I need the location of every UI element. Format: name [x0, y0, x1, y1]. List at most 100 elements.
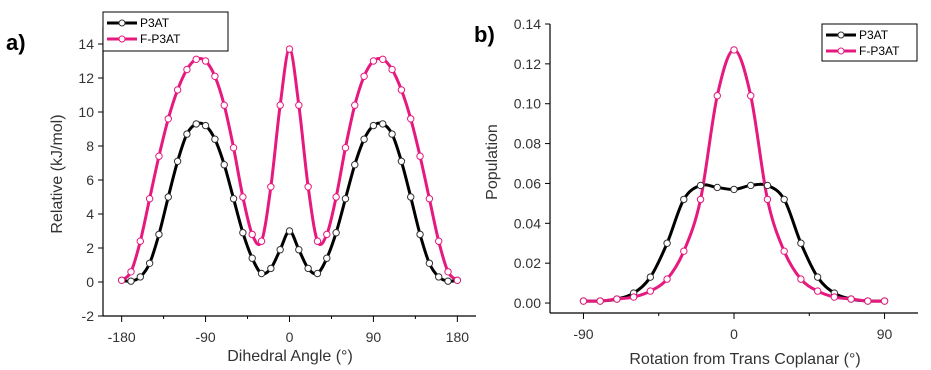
y-tick-label-a: 10 [78, 104, 94, 120]
y-tick-label-a: 12 [78, 70, 94, 86]
data-point-a-f-p3at [351, 101, 359, 109]
legend-a: P3AT F-P3AT [102, 11, 229, 52]
data-point-a-p3at [173, 157, 182, 166]
data-point-b-p3at [813, 273, 822, 281]
series-area-b [579, 46, 889, 305]
series-line-a-f-p3at [120, 47, 459, 282]
data-point-b-f-p3at [730, 46, 738, 54]
y-tick-label-a: 2 [86, 240, 94, 256]
data-point-b-p3at [663, 239, 671, 247]
y-tick-label-a: 14 [78, 36, 94, 52]
data-point-b-f-p3at [747, 92, 755, 100]
data-point-a-p3at [388, 130, 396, 138]
data-point-a-f-p3at [444, 268, 452, 276]
data-point-a-p3at [407, 193, 415, 201]
data-point-a-f-p3at [173, 86, 182, 94]
data-point-a-p3at [295, 246, 303, 254]
panel-label-a: a) [6, 30, 26, 55]
data-point-a-p3at [183, 130, 191, 138]
data-point-b-f-p3at [579, 297, 588, 305]
y-tick-label-b: 0.10 [514, 96, 541, 112]
y-tick-label-b: 0.00 [514, 295, 541, 311]
y-tick-label-b: 0.08 [514, 136, 541, 152]
y-tick-label-b: 0.06 [514, 175, 541, 191]
data-point-a-f-p3at [435, 237, 443, 245]
y-tick-label-a: 8 [86, 138, 94, 154]
data-point-a-p3at [267, 264, 275, 273]
y-tick-label-b: 0.04 [514, 215, 541, 231]
data-point-b-f-p3at [646, 287, 655, 295]
data-point-b-p3at [730, 185, 738, 194]
data-point-a-f-p3at [211, 72, 219, 81]
legend-swatch-marker-b [837, 47, 845, 55]
data-point-a-f-p3at [220, 101, 228, 109]
data-point-b-p3at [780, 195, 788, 204]
data-point-b-f-p3at [864, 297, 872, 305]
legend-box-b [821, 23, 918, 62]
legend-label-a: P3AT [140, 16, 170, 30]
data-point-a-p3at [444, 277, 452, 285]
x-axis-title-a: Dihedral Angle (°) [227, 348, 353, 365]
legend-label-b: F-P3AT [859, 44, 900, 58]
y-tick-label-a: -2 [82, 308, 95, 324]
data-point-a-p3at [379, 120, 387, 128]
data-point-a-p3at [416, 230, 424, 239]
data-point-b-f-p3at [797, 275, 805, 283]
data-point-b-f-p3at [830, 293, 839, 301]
x-tick-label-a: 180 [446, 329, 470, 345]
data-point-b-f-p3at [780, 247, 788, 255]
data-point-b-f-p3at [629, 293, 638, 301]
data-point-a-p3at [239, 229, 247, 237]
y-tick-label-a: 6 [86, 172, 94, 188]
y-tick-label-a: 0 [86, 274, 94, 290]
data-point-a-f-p3at [267, 183, 275, 191]
data-point-a-p3at [248, 254, 256, 262]
data-point-a-p3at [351, 161, 359, 169]
data-point-b-f-p3at [680, 247, 688, 255]
data-point-a-p3at [127, 277, 135, 285]
data-point-a-p3at [323, 254, 331, 262]
data-point-a-f-p3at [229, 144, 238, 152]
data-point-a-p3at [369, 121, 378, 130]
axis-ticks-b: 0.00 0.02 0.04 0.06 0.08 0.10 0.12 0.14 -90 0 90 [514, 16, 893, 342]
data-point-a-f-p3at [201, 57, 210, 65]
data-point-a-f-p3at [416, 152, 424, 160]
y-axis-title-a: Relative (kJ/mol) [49, 114, 66, 233]
data-point-a-f-p3at [313, 237, 322, 245]
data-point-a-f-p3at [323, 230, 331, 239]
axis-ticks-a: -2 0 2 4 6 8 10 12 14 -180 -90 0 90 180 [78, 36, 469, 345]
data-point-a-f-p3at [360, 72, 368, 81]
data-point-a-p3at [220, 161, 228, 169]
legend-b: P3AT F-P3AT [821, 23, 918, 62]
data-point-a-f-p3at [145, 195, 154, 203]
x-tick-label-a: -90 [195, 329, 215, 345]
data-point-a-f-p3at [248, 230, 256, 239]
data-point-a-p3at [397, 157, 406, 166]
data-point-b-f-p3at [763, 195, 772, 204]
data-point-a-f-p3at [127, 268, 135, 276]
data-point-a-f-p3at [285, 45, 294, 53]
data-point-a-f-p3at [295, 101, 303, 109]
plot-area-b [549, 24, 918, 314]
x-tick-label-a: 90 [366, 329, 382, 345]
panel-a: a) -2 0 2 4 6 8 10 12 14 -180 -90 0 90 180 P3AT F-P3AT… [6, 11, 476, 365]
data-point-b-f-p3at [663, 275, 671, 283]
data-point-a-p3at [360, 135, 368, 143]
data-point-a-f-p3at [239, 193, 247, 201]
legend-swatch-marker-a [118, 19, 126, 27]
data-point-b-f-p3at [813, 287, 822, 295]
y-tick-label-b: 0.02 [514, 255, 541, 271]
series-area-a [117, 45, 462, 285]
x-tick-label-b: 90 [877, 326, 893, 342]
legend-box-a [102, 11, 229, 52]
data-point-a-f-p3at [192, 55, 200, 63]
data-point-b-f-p3at [613, 295, 621, 303]
data-point-a-p3at [192, 120, 200, 128]
y-tick-label-a: 4 [86, 206, 94, 222]
data-point-a-f-p3at [276, 101, 284, 109]
data-point-a-p3at [257, 269, 266, 278]
data-point-b-f-p3at [696, 195, 705, 204]
y-tick-label-b: 0.14 [514, 16, 541, 32]
panel-b: b) 0.00 0.02 0.04 0.06 0.08 0.10 0.12 0.14 -90 0 9… [474, 16, 918, 368]
